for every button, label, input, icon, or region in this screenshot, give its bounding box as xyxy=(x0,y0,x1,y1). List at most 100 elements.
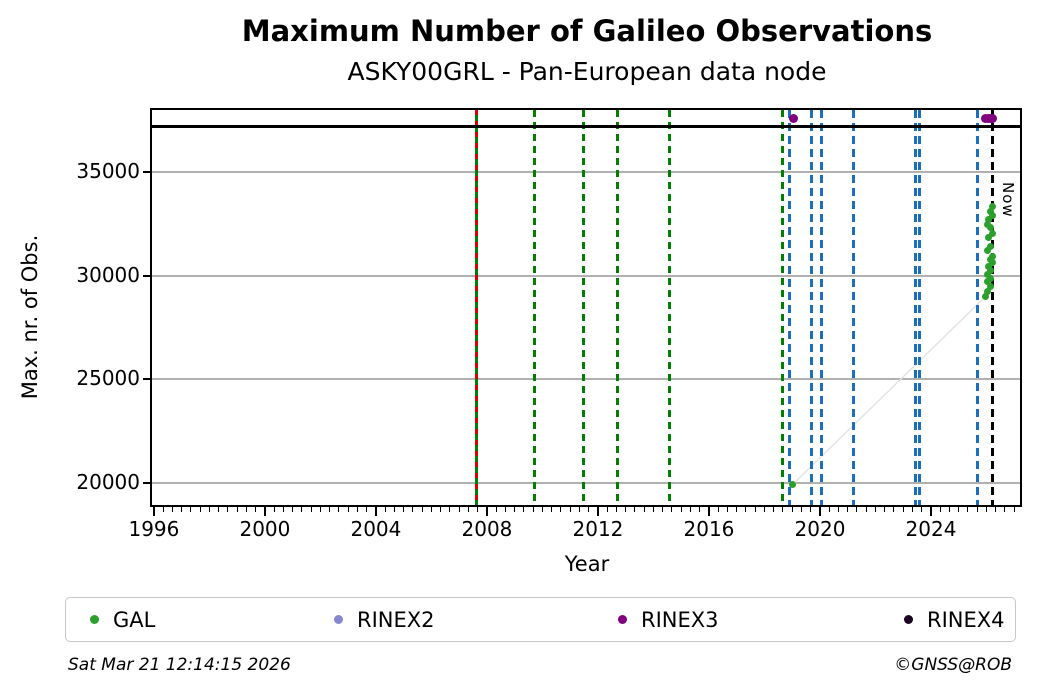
x-tick-label: 2016 xyxy=(683,517,735,541)
x-tick xyxy=(929,507,932,516)
x-minor-tick xyxy=(384,507,386,512)
x-minor-tick xyxy=(532,507,534,512)
x-minor-tick xyxy=(245,507,247,512)
y-tick-label: 20000 xyxy=(76,470,140,495)
y-axis-label: Max. nr. of Obs. xyxy=(18,234,42,400)
x-minor-tick xyxy=(477,507,479,512)
legend-label: RINEX2 xyxy=(357,607,435,632)
x-minor-tick xyxy=(800,507,802,512)
x-minor-tick xyxy=(995,507,997,512)
legend-item-rinex3: RINEX3 xyxy=(618,608,719,632)
x-minor-tick xyxy=(634,507,636,512)
x-minor-tick xyxy=(412,507,414,512)
x-minor-tick xyxy=(625,507,627,512)
chart-subtitle: ASKY00GRL - Pan-European data node xyxy=(347,57,827,86)
event-vline xyxy=(781,110,784,507)
x-minor-tick xyxy=(338,507,340,512)
rinex3-event-dot xyxy=(788,114,798,123)
x-minor-tick xyxy=(162,507,164,512)
x-minor-tick xyxy=(828,507,830,512)
rinex3-event-dot xyxy=(987,114,997,123)
x-minor-tick xyxy=(227,507,229,512)
legend-label: GAL xyxy=(113,607,156,632)
x-minor-tick xyxy=(856,507,858,512)
gal-data-point xyxy=(988,212,996,220)
x-minor-tick xyxy=(495,507,497,512)
gal-data-point xyxy=(989,203,997,211)
x-minor-tick xyxy=(847,507,849,512)
x-minor-tick xyxy=(366,507,368,512)
x-axis-label: Year xyxy=(564,552,610,576)
gal-data-point xyxy=(981,293,989,301)
x-tick-label: 2024 xyxy=(905,517,957,541)
gal-data-point xyxy=(986,224,994,232)
x-minor-tick xyxy=(643,507,645,512)
x-minor-tick xyxy=(662,507,664,512)
x-minor-tick xyxy=(717,507,719,512)
y-tick-label: 30000 xyxy=(76,262,140,287)
x-minor-tick xyxy=(504,507,506,512)
now-line-label: Now xyxy=(999,182,1017,218)
x-tick-label: 2008 xyxy=(461,517,513,541)
gal-data-point xyxy=(985,234,993,242)
event-vline xyxy=(809,110,813,507)
x-minor-tick xyxy=(726,507,728,512)
x-tick xyxy=(263,507,266,516)
x-minor-tick xyxy=(236,507,238,512)
x-minor-tick xyxy=(837,507,839,512)
event-vline xyxy=(533,110,537,507)
x-minor-tick xyxy=(255,507,257,512)
event-vline xyxy=(914,110,918,507)
x-minor-tick xyxy=(902,507,904,512)
gal-data-point xyxy=(984,271,992,279)
gridline xyxy=(152,274,1022,277)
event-vline xyxy=(668,110,672,507)
event-vline xyxy=(615,110,619,507)
y-tick xyxy=(143,274,152,277)
x-minor-tick xyxy=(208,507,210,512)
x-minor-tick xyxy=(514,507,516,512)
x-minor-tick xyxy=(449,507,451,512)
x-minor-tick xyxy=(911,507,913,512)
gal-data-point xyxy=(986,275,994,283)
event-vline xyxy=(917,110,921,507)
legend-item-rinex2: RINEX2 xyxy=(334,608,435,632)
chart-title: Maximum Number of Galileo Observations xyxy=(241,14,933,48)
x-tick xyxy=(374,507,377,516)
gal-data-point xyxy=(987,243,995,251)
x-minor-tick xyxy=(782,507,784,512)
event-vline xyxy=(975,110,979,507)
x-minor-tick xyxy=(430,507,432,512)
x-minor-tick xyxy=(791,507,793,512)
x-minor-tick xyxy=(810,507,812,512)
x-tick-label: 2012 xyxy=(572,517,624,541)
x-minor-tick xyxy=(874,507,876,512)
x-minor-tick xyxy=(467,507,469,512)
gal-data-point xyxy=(789,480,797,488)
x-minor-tick xyxy=(282,507,284,512)
gridline xyxy=(152,170,1022,173)
x-minor-tick xyxy=(763,507,765,512)
gal-data-point xyxy=(984,278,992,286)
x-minor-tick xyxy=(699,507,701,512)
plot-border xyxy=(150,108,1022,507)
y-tick xyxy=(143,170,152,173)
gridline xyxy=(152,482,1022,485)
rinex2-dot-icon xyxy=(334,615,343,624)
x-minor-tick xyxy=(541,507,543,512)
x-tick-label: 2020 xyxy=(794,517,846,541)
x-minor-tick xyxy=(921,507,923,512)
x-tick-label: 1996 xyxy=(128,517,180,541)
gal-data-point xyxy=(986,283,994,291)
x-minor-tick xyxy=(403,507,405,512)
x-minor-tick xyxy=(273,507,275,512)
x-minor-tick xyxy=(458,507,460,512)
x-minor-tick xyxy=(958,507,960,512)
event-vline xyxy=(820,110,824,507)
x-minor-tick xyxy=(199,507,201,512)
x-minor-tick xyxy=(671,507,673,512)
y-tick xyxy=(143,378,152,381)
x-minor-tick xyxy=(1004,507,1006,512)
x-minor-tick xyxy=(680,507,682,512)
x-tick xyxy=(596,507,599,516)
